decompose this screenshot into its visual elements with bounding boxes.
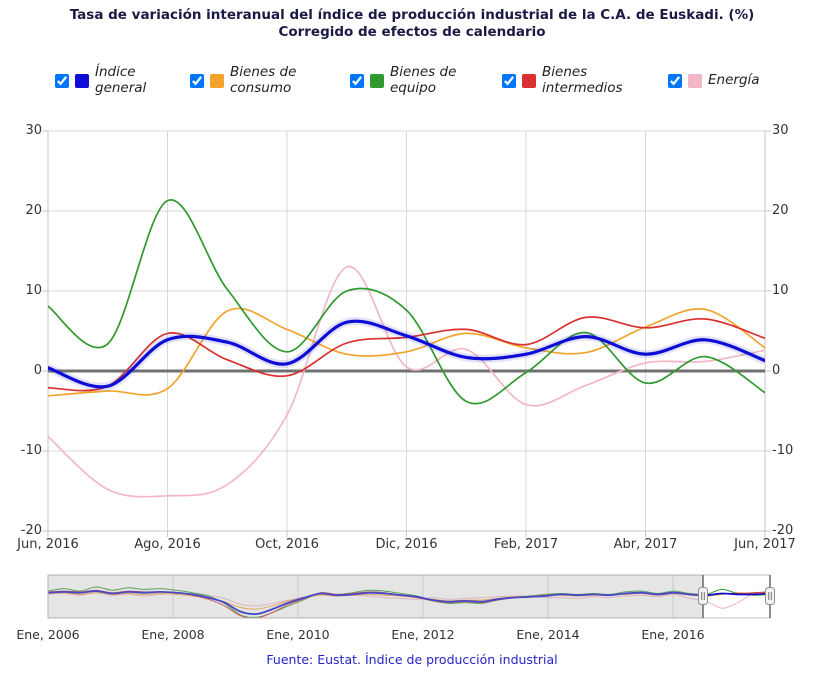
y-axis-label-right: 30	[772, 123, 789, 138]
chart-subtitle: Corregido de efectos de calendario	[278, 24, 546, 40]
legend-label-bienes-intermedios: Bienes intermedios	[542, 64, 623, 96]
legend-item-energia: Energía	[668, 60, 780, 102]
legend-swatch-bienes-de-equipo	[370, 74, 384, 88]
legend-checkbox-indice-general[interactable]	[55, 74, 69, 88]
legend-checkbox-bienes-de-equipo[interactable]	[350, 74, 364, 88]
y-axis-label-left: 20	[25, 203, 42, 218]
navigator	[47, 574, 775, 619]
legend-checkbox-bienes-de-consumo[interactable]	[190, 74, 204, 88]
legend-swatch-bienes-intermedios	[522, 74, 536, 88]
y-axis-label-left: 0	[33, 363, 42, 378]
series-line-bienes-intermedios	[48, 316, 765, 392]
source-caption: Fuente: Eustat. Índice de producción ind…	[266, 652, 558, 667]
navigator-axis-label: Ene, 2012	[391, 627, 455, 642]
y-axis-label-left: 30	[25, 123, 42, 138]
series-line-bienes-de-equipo	[48, 199, 765, 405]
navigator-series-bienes-de-equipo	[48, 586, 770, 618]
y-axis-label-left: -20	[20, 523, 42, 538]
x-axis-label: Oct, 2016	[255, 537, 319, 552]
navigator-window[interactable]	[702, 574, 771, 619]
y-axis-label-right: -10	[772, 443, 794, 458]
legend-label-energia: Energía	[708, 72, 760, 89]
series-line-energia	[48, 266, 765, 498]
y-axis-label-right: 0	[772, 363, 781, 378]
x-axis-label: Abr, 2017	[613, 537, 678, 552]
navigator-right-handle[interactable]	[765, 575, 775, 618]
legend-label-bienes-de-equipo: Bienes de equipo	[390, 64, 457, 96]
navigator-axis-label: Ene, 2014	[516, 627, 580, 642]
navigator-series-indice-general	[48, 590, 770, 615]
chart-title: Tasa de variación interanual del índice …	[69, 7, 755, 23]
navigator-left-handle[interactable]	[698, 575, 708, 618]
navigator-axis-label: Ene, 2010	[266, 627, 330, 642]
legend-label-indice-general: Índice general	[95, 64, 147, 96]
navigator-mask	[48, 575, 703, 618]
navigator-axis-label: Ene, 2016	[641, 627, 705, 642]
navigator-axis-label: Ene, 2008	[141, 627, 205, 642]
x-axis-label: Jun, 2016	[17, 537, 79, 552]
legend-item-bienes-intermedios: Bienes intermedios	[502, 60, 634, 102]
y-axis-label-right: -20	[772, 523, 794, 538]
legend-label-bienes-de-consumo: Bienes de consumo	[230, 64, 297, 96]
navigator-axis-label: Ene, 2006	[16, 627, 80, 642]
y-axis-label-right: 10	[772, 283, 789, 298]
x-axis-label: Ago, 2016	[134, 537, 201, 552]
legend-swatch-bienes-de-consumo	[210, 74, 224, 88]
legend-checkbox-bienes-intermedios[interactable]	[502, 74, 516, 88]
legend-swatch-indice-general	[75, 74, 89, 88]
series-layer	[48, 199, 765, 498]
x-axis-label: Feb, 2017	[493, 537, 559, 552]
legend-item-bienes-de-consumo: Bienes de consumo	[190, 60, 310, 102]
legend-item-indice-general: Índice general	[55, 60, 159, 102]
legend: Índice general Bienes de consumo Bienes de…	[0, 60, 824, 104]
legend-swatch-energia	[688, 74, 702, 88]
legend-checkbox-energia[interactable]	[668, 74, 682, 88]
legend-item-bienes-de-equipo: Bienes de equipo	[350, 60, 470, 102]
y-axis-label-left: 10	[25, 283, 42, 298]
x-axis-label: Jun, 2017	[734, 537, 796, 552]
series-line-indice-general	[48, 319, 765, 389]
y-axis-label-left: -10	[20, 443, 42, 458]
grid-layer	[42, 130, 771, 537]
y-axis-label-right: 20	[772, 203, 789, 218]
x-axis-label: Dic, 2016	[375, 537, 438, 552]
